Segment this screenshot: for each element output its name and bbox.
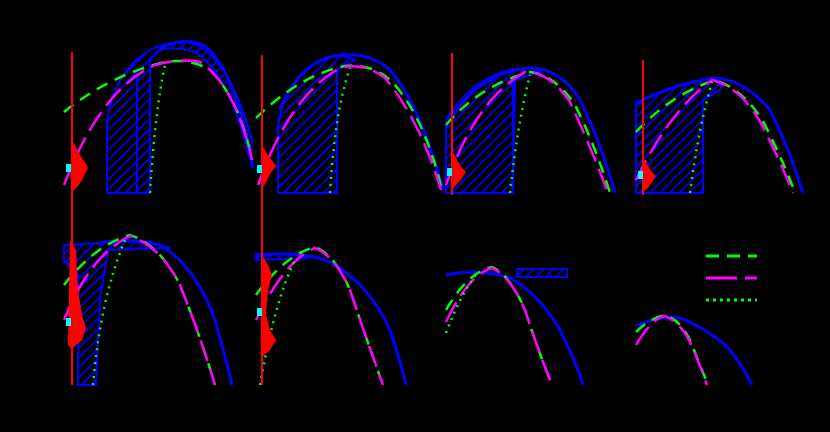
band-hatched xyxy=(516,268,568,278)
band-upper xyxy=(635,76,805,194)
cyan-marker xyxy=(257,165,262,173)
cyan-marker xyxy=(66,318,71,326)
band-hatched xyxy=(445,67,543,194)
band-upper xyxy=(448,66,617,194)
green-dotted-curve xyxy=(91,239,127,386)
magenta-longdash-curve xyxy=(634,314,709,386)
red-histogram xyxy=(643,158,656,192)
magenta-longdash-curve xyxy=(62,59,254,186)
green-dashed-curve xyxy=(444,265,554,386)
magenta-longdash-curve xyxy=(62,234,217,386)
green-dotted-curve xyxy=(148,64,167,194)
band-upper xyxy=(99,239,234,386)
green-dotted-curve xyxy=(258,259,297,386)
legend xyxy=(706,254,757,302)
panel-7 xyxy=(444,265,585,386)
band-hatched xyxy=(106,41,254,194)
red-histogram xyxy=(68,240,86,350)
band-upper xyxy=(255,252,408,386)
magenta-longdash-curve xyxy=(444,266,554,386)
magenta-longdash-curve xyxy=(254,246,385,386)
red-histogram xyxy=(72,140,88,192)
green-dotted-curve xyxy=(444,271,479,334)
cyan-marker xyxy=(447,168,452,176)
green-dashed-curve xyxy=(63,233,217,386)
panel-1 xyxy=(62,40,255,220)
panel-5 xyxy=(62,200,234,386)
cyan-marker xyxy=(66,164,71,172)
panel-3 xyxy=(444,53,617,195)
green-dashed-curve xyxy=(255,64,444,191)
red-histogram xyxy=(452,150,466,190)
magenta-longdash-curve xyxy=(256,65,443,191)
green-dashed-curve xyxy=(63,59,254,161)
red-histogram xyxy=(262,255,276,358)
panel-8 xyxy=(634,313,754,386)
panel-4 xyxy=(634,60,805,195)
green-dashed-curve xyxy=(635,313,710,386)
panel-2 xyxy=(255,53,445,205)
magenta-longdash-curve xyxy=(444,70,610,194)
cyan-marker xyxy=(638,171,643,179)
cyan-marker xyxy=(257,308,262,316)
panel-6 xyxy=(254,200,408,386)
red-histogram xyxy=(262,145,276,190)
green-dotted-curve xyxy=(508,74,532,194)
band-hatched xyxy=(277,55,358,194)
